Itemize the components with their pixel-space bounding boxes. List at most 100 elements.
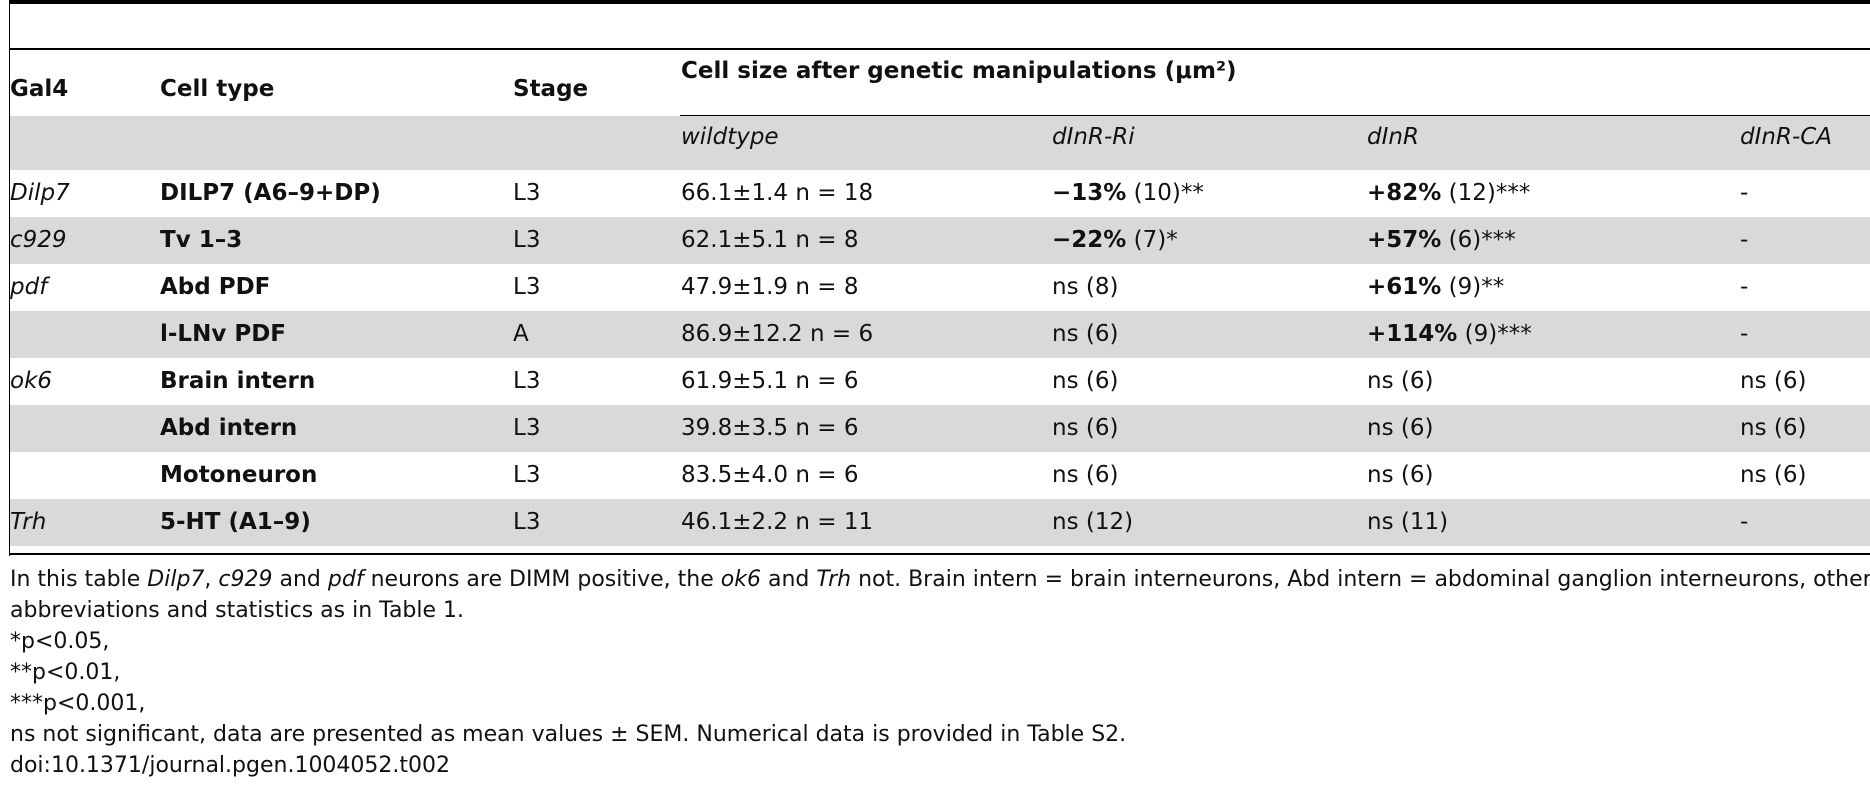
dinr-cell: ns (6) <box>1367 358 1433 405</box>
dinr-ca-cell: ns (6) <box>1740 462 1807 488</box>
dinr-n: ns (6) <box>1367 368 1434 394</box>
left-edge-line <box>9 0 10 556</box>
dinr-ri-cell: ns (12) <box>1052 499 1133 546</box>
table-row: Dilp7 DILP7 (A6–9+DP) L3 66.1±1.4 n = 18… <box>10 170 1870 217</box>
stage-cell: L3 <box>513 509 541 535</box>
top-rule <box>9 0 1870 4</box>
dinr-ri-change: −13% <box>1052 180 1127 206</box>
wildtype-cell: 66.1±1.4 n = 18 <box>681 180 874 206</box>
footnote-p0001: ***p<0.001, <box>10 691 146 716</box>
table-row: Trh 5-HT (A1–9) L3 46.1±2.2 n = 11 ns (1… <box>10 499 1870 546</box>
wildtype-cell: 46.1±2.2 n = 11 <box>681 509 874 535</box>
footnote-doi: doi:10.1371/journal.pgen.1004052.t002 <box>10 753 451 778</box>
wildtype-cell: 86.9±12.2 n = 6 <box>681 321 874 347</box>
dinr-n: (9)** <box>1441 274 1505 300</box>
dinr-n: (9)*** <box>1457 321 1532 347</box>
footnote-line-2: abbreviations and statistics as in Table… <box>10 598 465 623</box>
footnote-p001: **p<0.01, <box>10 660 121 685</box>
gal4-cell: Dilp7 <box>10 180 70 206</box>
stage-cell: L3 <box>513 180 541 206</box>
wildtype-cell: 61.9±5.1 n = 6 <box>681 368 859 394</box>
gal4-cell: pdf <box>10 274 48 300</box>
dinr-ca-cell: - <box>1740 509 1749 535</box>
subheader-wildtype: wildtype <box>681 124 779 150</box>
dinr-ri-cell: ns (6) <box>1052 452 1118 499</box>
wildtype-cell: 47.9±1.9 n = 8 <box>681 274 859 300</box>
gal4-cell: c929 <box>10 227 67 253</box>
table-row: pdf Abd PDF L3 47.9±1.9 n = 8 ns (8) +61… <box>10 264 1870 311</box>
table-footnotes: In this table Dilp7, c929 and pdf neuron… <box>10 564 1870 781</box>
wildtype-cell: 62.1±5.1 n = 8 <box>681 227 859 253</box>
stage-cell: L3 <box>513 415 541 441</box>
dinr-change: +57% <box>1367 227 1442 253</box>
dinr-ca-cell: - <box>1740 227 1749 253</box>
dinr-cell: +61% (9)** <box>1367 264 1504 311</box>
header-gal4: Gal4 <box>10 76 69 102</box>
footnote-gene: c929 <box>218 567 273 592</box>
dinr-n: (6)*** <box>1441 227 1516 253</box>
cell-type-cell: Brain intern <box>160 368 316 394</box>
dinr-n: ns (6) <box>1367 415 1434 441</box>
dinr-n: ns (6) <box>1367 462 1434 488</box>
table-subheader: wildtype dInR-Ri dInR dInR-CA <box>10 116 1870 170</box>
dinr-ri-cell: ns (6) <box>1052 358 1118 405</box>
dinr-ri-n: (10)** <box>1126 180 1204 206</box>
header-stage: Stage <box>513 76 589 102</box>
subheader-dinr-ri: dInR-Ri <box>1052 124 1135 150</box>
footnote-text: not. Brain intern = brain interneurons, … <box>851 567 1870 592</box>
dinr-ri-n: ns (6) <box>1052 415 1119 441</box>
table-row: Motoneuron L3 83.5±4.0 n = 6 ns (6) ns (… <box>10 452 1870 499</box>
header-cell-size: Cell size after genetic manipulations (μ… <box>681 58 1237 84</box>
dinr-cell: ns (11) <box>1367 499 1448 546</box>
table-bottom-rule <box>10 553 1870 555</box>
stage-cell: L3 <box>513 462 541 488</box>
cell-type-cell: Abd intern <box>160 415 298 441</box>
dinr-n: (12)*** <box>1441 180 1531 206</box>
dinr-ri-n: ns (6) <box>1052 321 1119 347</box>
gal4-cell: ok6 <box>10 368 53 394</box>
dinr-ri-n: ns (6) <box>1052 368 1119 394</box>
dinr-ri-n: ns (8) <box>1052 274 1119 300</box>
dinr-ri-cell: ns (6) <box>1052 405 1118 452</box>
cell-type-cell: Abd PDF <box>160 274 271 300</box>
dinr-cell: +57% (6)*** <box>1367 217 1516 264</box>
footnote-text: neurons are DIMM positive, the <box>363 567 721 592</box>
dinr-ri-n: (7)* <box>1126 227 1178 253</box>
subheader-dinr: dInR <box>1367 124 1419 150</box>
cell-type-cell: Tv 1–3 <box>160 227 243 253</box>
header-sub-rule <box>680 115 1870 116</box>
table-header: Gal4 Cell type Stage Cell size after gen… <box>10 50 1870 115</box>
dinr-cell: ns (6) <box>1367 452 1433 499</box>
stage-cell: L3 <box>513 274 541 300</box>
cell-type-cell: 5-HT (A1–9) <box>160 509 311 535</box>
footnote-text: In this table <box>10 567 148 592</box>
stage-cell: L3 <box>513 368 541 394</box>
stage-cell: A <box>513 321 529 347</box>
dinr-change: +82% <box>1367 180 1442 206</box>
subheader-dinr-ca: dInR-CA <box>1740 124 1833 150</box>
header-cell-type: Cell type <box>160 76 275 102</box>
stage-cell: L3 <box>513 227 541 253</box>
dinr-ri-cell: −22% (7)* <box>1052 217 1178 264</box>
dinr-ri-n: ns (12) <box>1052 509 1134 535</box>
footnote-gene: Dilp7 <box>147 567 205 592</box>
dinr-cell: +114% (9)*** <box>1367 311 1532 358</box>
dinr-change: +61% <box>1367 274 1442 300</box>
footnote-ns: ns not significant, data are presented a… <box>10 722 1127 747</box>
dinr-ri-n: ns (6) <box>1052 462 1119 488</box>
dinr-ri-cell: −13% (10)** <box>1052 170 1204 217</box>
wildtype-cell: 39.8±3.5 n = 6 <box>681 415 859 441</box>
footnote-text: and <box>760 567 817 592</box>
table-row: l-LNv PDF A 86.9±12.2 n = 6 ns (6) +114%… <box>10 311 1870 358</box>
footnote-line-1: In this table Dilp7, c929 and pdf neuron… <box>10 564 1870 595</box>
dinr-ca-cell: ns (6) <box>1740 415 1807 441</box>
dinr-ca-cell: - <box>1740 274 1749 300</box>
cell-type-cell: DILP7 (A6–9+DP) <box>160 180 381 206</box>
table-body: Dilp7 DILP7 (A6–9+DP) L3 66.1±1.4 n = 18… <box>10 170 1870 546</box>
dinr-ri-change: −22% <box>1052 227 1127 253</box>
table-row: ok6 Brain intern L3 61.9±5.1 n = 6 ns (6… <box>10 358 1870 405</box>
cell-type-cell: Motoneuron <box>160 462 318 488</box>
dinr-cell: +82% (12)*** <box>1367 170 1530 217</box>
dinr-n: ns (11) <box>1367 509 1449 535</box>
